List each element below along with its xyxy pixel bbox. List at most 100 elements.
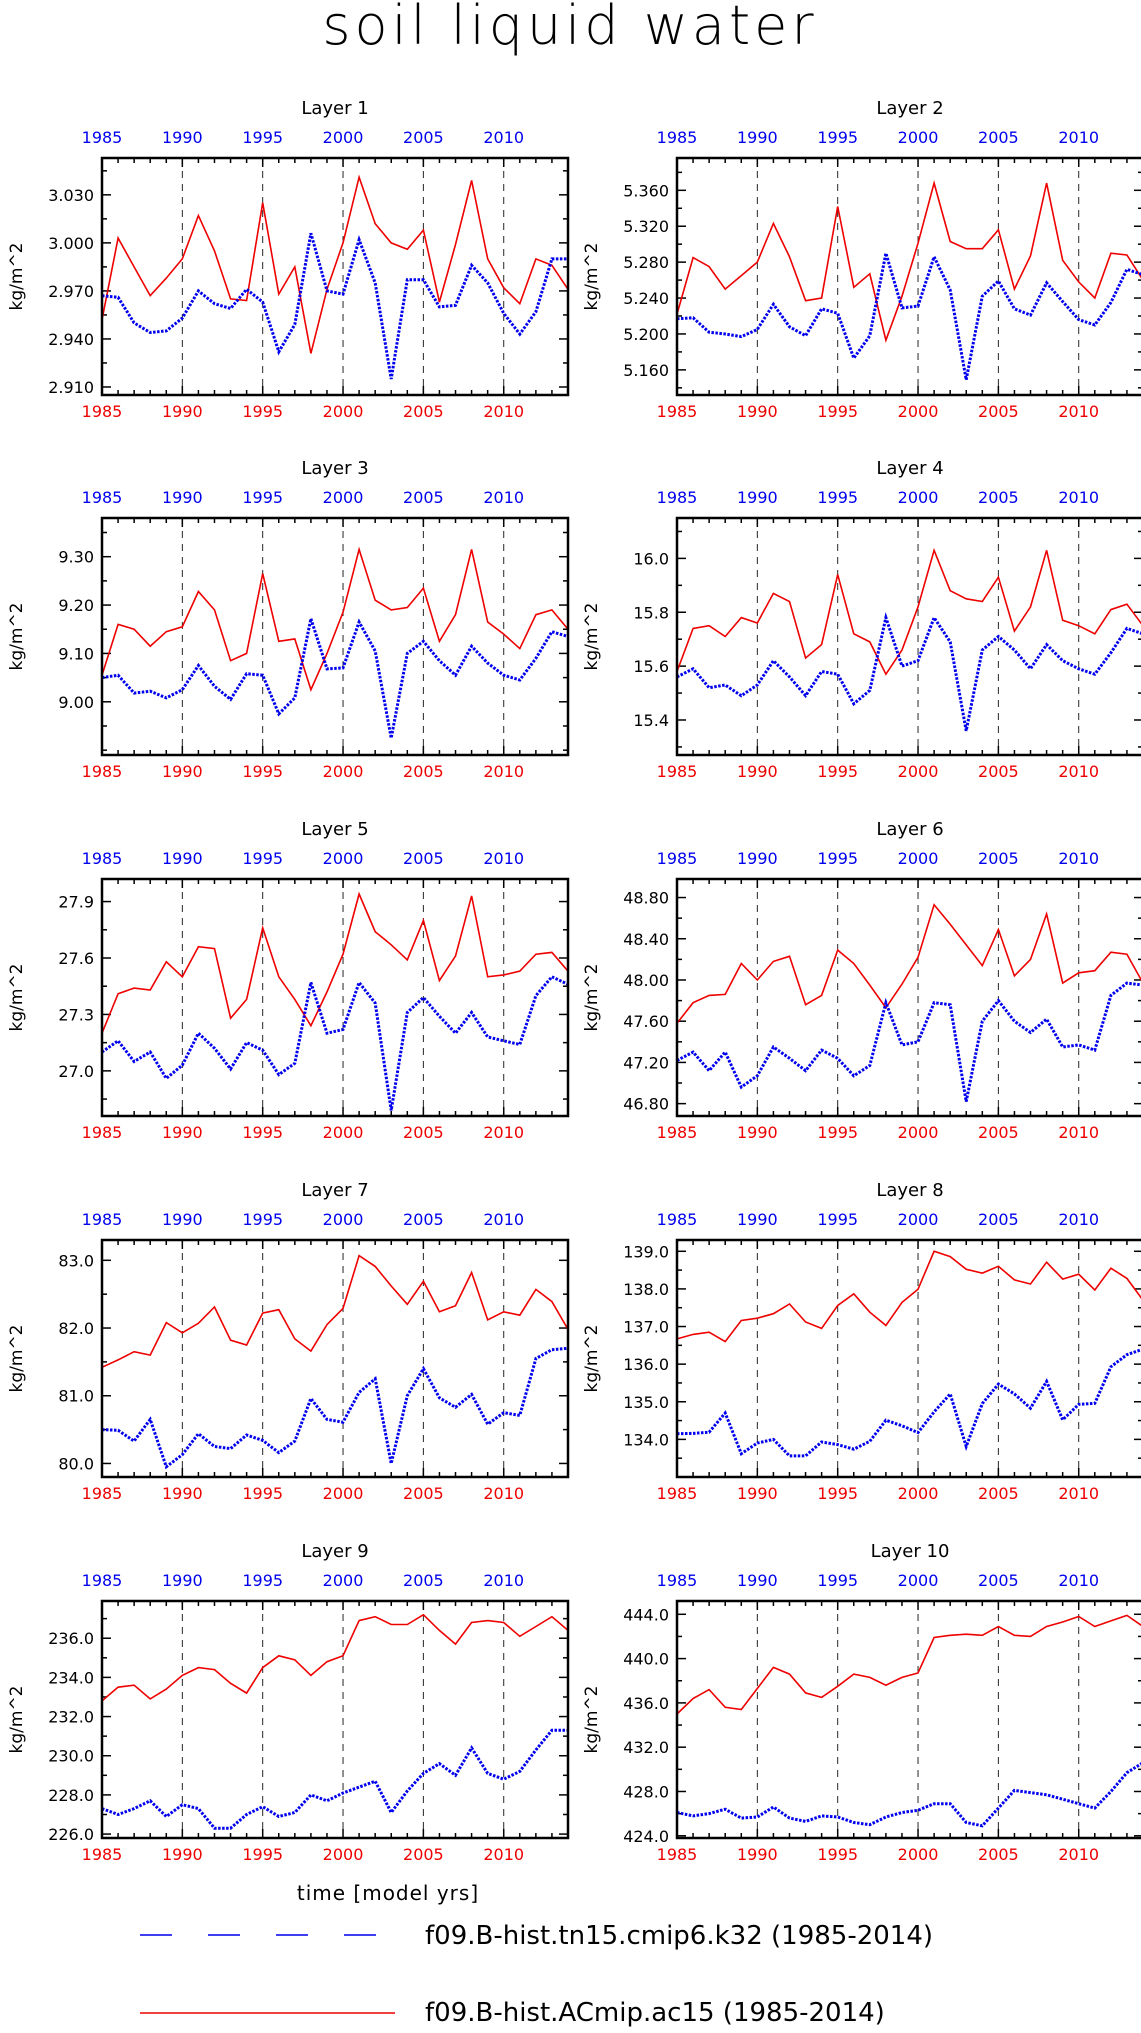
- series-red-line: [676, 1250, 1141, 1343]
- panel-layer-2: Layer 2 1985 1985 1990 1990 1995 1995 2000 2000 2…: [582, 98, 1141, 421]
- panel-title: Layer 10: [871, 1541, 950, 1562]
- x-tick-label-top: 1995: [242, 849, 283, 868]
- series-red-line: [676, 1614, 1141, 1715]
- y-tick-label: 27.9: [58, 893, 94, 912]
- plot-frame: [100, 516, 570, 757]
- x-tick-label-bottom: 2005: [403, 1123, 444, 1142]
- x-tick-label-top: 2010: [483, 128, 524, 147]
- x-tick-label-bottom: 1985: [657, 762, 698, 781]
- x-tick-label-bottom: 2010: [483, 1484, 524, 1503]
- x-tick-label-top: 2005: [978, 488, 1019, 507]
- plot-frame: [100, 877, 570, 1118]
- panel-layer-9: Layer 9 1985 1985 1990 1990 1995 1995 2000 2000 2…: [7, 1541, 570, 1864]
- panel-layer-5: Layer 5 1985 1985 1990 1990 1995 1995 2000 2000 2…: [7, 819, 570, 1142]
- panel-title: Layer 2: [876, 98, 943, 119]
- x-tick-label-bottom: 2000: [323, 402, 364, 421]
- series-blue-line: [676, 611, 1141, 732]
- x-tick-label-top: 2005: [978, 128, 1019, 147]
- series-red-line: [676, 903, 1141, 1024]
- series-blue-line: [676, 1762, 1141, 1828]
- x-tick-label-top: 1990: [737, 128, 778, 147]
- x-tick-label-bottom: 2000: [323, 1123, 364, 1142]
- y-tick-label: 432.0: [623, 1738, 669, 1757]
- series-red-line: [101, 1254, 569, 1369]
- x-tick-label-bottom: 1985: [82, 1484, 123, 1503]
- x-tick-label-top: 1985: [657, 849, 698, 868]
- x-axis-label: time [model yrs]: [297, 1881, 479, 1905]
- x-tick-label-top: 1990: [737, 1210, 778, 1229]
- x-tick-label-bottom: 2005: [403, 402, 444, 421]
- panels: Layer 1 1985 1985 1990 1990 1995 1995 2000 2000 2…: [7, 98, 1141, 1864]
- y-tick-label: 48.80: [623, 889, 669, 908]
- x-tick-label-bottom: 2010: [1058, 1123, 1099, 1142]
- x-tick-label-bottom: 1990: [737, 1123, 778, 1142]
- y-tick-label: 139.0: [623, 1242, 669, 1261]
- y-tick-label: 5.160: [623, 361, 669, 380]
- x-tick-label-bottom: 1990: [737, 402, 778, 421]
- x-tick-label-bottom: 1985: [657, 1484, 698, 1503]
- y-tick-label: 3.000: [48, 234, 94, 253]
- x-tick-label-top: 1995: [242, 488, 283, 507]
- x-tick-label-top: 2005: [978, 849, 1019, 868]
- x-tick-label-top: 1995: [817, 128, 858, 147]
- x-tick-label-top: 2005: [403, 1571, 444, 1590]
- x-tick-label-top: 2005: [403, 128, 444, 147]
- x-tick-label-top: 2005: [978, 1571, 1019, 1590]
- x-tick-label-bottom: 2005: [978, 1123, 1019, 1142]
- series-red-line: [101, 174, 569, 354]
- x-tick-label-bottom: 2005: [403, 1845, 444, 1864]
- panel-layer-1: Layer 1 1985 1985 1990 1990 1995 1995 2000 2000 2…: [7, 98, 570, 421]
- x-tick-label-bottom: 1995: [817, 1123, 858, 1142]
- y-tick-label: 236.0: [48, 1629, 94, 1648]
- figure-title: soil liquid water: [322, 0, 817, 57]
- y-tick-label: 5.320: [623, 217, 669, 236]
- x-tick-label-top: 2000: [898, 1210, 939, 1229]
- x-tick-label-bottom: 2000: [323, 762, 364, 781]
- x-tick-label-top: 1985: [657, 1571, 698, 1590]
- x-tick-label-top: 2000: [323, 1210, 364, 1229]
- series-blue-line: [101, 974, 569, 1111]
- y-tick-label: 9.00: [58, 693, 94, 712]
- x-tick-label-top: 1995: [817, 849, 858, 868]
- x-tick-label-bottom: 2000: [898, 1845, 939, 1864]
- y-tick-label: 230.0: [48, 1747, 94, 1766]
- x-tick-label-top: 1990: [162, 849, 203, 868]
- plot-frame: [675, 156, 1141, 397]
- y-tick-label: 9.10: [58, 644, 94, 663]
- series-red-line: [101, 546, 569, 692]
- x-tick-label-bottom: 1990: [737, 1845, 778, 1864]
- x-tick-label-top: 2010: [483, 1210, 524, 1229]
- panel-title: Layer 7: [301, 1180, 368, 1201]
- x-tick-label-bottom: 2005: [978, 1484, 1019, 1503]
- x-tick-label-top: 1995: [817, 1210, 858, 1229]
- x-tick-label-bottom: 1990: [162, 762, 203, 781]
- x-tick-label-top: 2000: [323, 488, 364, 507]
- x-tick-label-top: 2000: [898, 1571, 939, 1590]
- x-tick-label-bottom: 1995: [817, 1484, 858, 1503]
- x-tick-label-bottom: 1995: [242, 1484, 283, 1503]
- y-axis-label: kg/m^2: [582, 243, 602, 311]
- y-tick-label: 136.0: [623, 1355, 669, 1374]
- x-tick-label-top: 2010: [1058, 128, 1099, 147]
- x-tick-label-bottom: 2010: [483, 402, 524, 421]
- y-tick-label: 226.0: [48, 1825, 94, 1844]
- y-tick-label: 134.0: [623, 1430, 669, 1449]
- y-tick-label: 436.0: [623, 1694, 669, 1713]
- y-tick-label: 81.0: [58, 1387, 94, 1406]
- x-tick-label-bottom: 1995: [817, 1845, 858, 1864]
- panel-title: Layer 3: [301, 458, 368, 479]
- y-axis-label: kg/m^2: [582, 1325, 602, 1393]
- x-tick-label-bottom: 1985: [82, 402, 123, 421]
- x-tick-label-bottom: 2005: [978, 402, 1019, 421]
- x-tick-label-top: 1990: [737, 1571, 778, 1590]
- y-axis-label: kg/m^2: [582, 603, 602, 671]
- x-tick-label-bottom: 2000: [898, 402, 939, 421]
- y-tick-label: 47.20: [623, 1053, 669, 1072]
- y-tick-label: 15.8: [633, 603, 669, 622]
- panel-layer-6: Layer 6 1985 1985 1990 1990 1995 1995 2000 2000 2…: [582, 819, 1141, 1142]
- x-tick-label-bottom: 1985: [82, 1123, 123, 1142]
- x-tick-label-bottom: 1995: [242, 402, 283, 421]
- x-tick-label-bottom: 1995: [817, 402, 858, 421]
- y-tick-label: 46.80: [623, 1095, 669, 1114]
